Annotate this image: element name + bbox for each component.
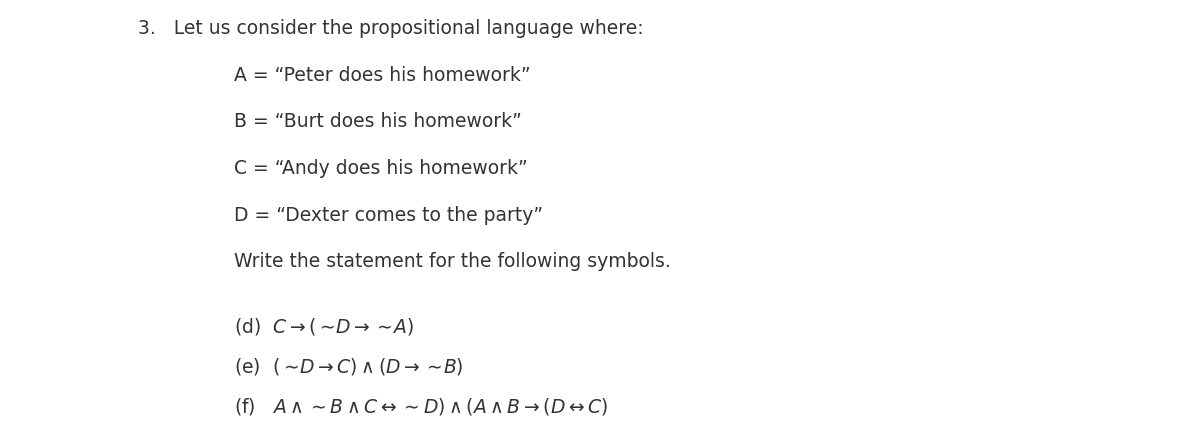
Text: 3.   Let us consider the propositional language where:: 3. Let us consider the propositional lan…	[138, 19, 643, 38]
Text: D = “Dexter comes to the party”: D = “Dexter comes to the party”	[234, 206, 542, 225]
Text: (e)  $(\sim\!D \rightarrow C) \wedge (D \rightarrow \sim\!B)$: (e) $(\sim\!D \rightarrow C) \wedge (D \…	[234, 356, 463, 377]
Text: A = “Peter does his homework”: A = “Peter does his homework”	[234, 66, 530, 85]
Text: B = “Burt does his homework”: B = “Burt does his homework”	[234, 112, 522, 131]
Text: C = “Andy does his homework”: C = “Andy does his homework”	[234, 159, 528, 178]
Text: (d)  $C \rightarrow (\sim\!D \rightarrow \sim\!A)$: (d) $C \rightarrow (\sim\!D \rightarrow …	[234, 316, 414, 337]
Text: (f)   $A \wedge {\sim}B \wedge C \leftrightarrow {\sim}D) \wedge (A \wedge B \ri: (f) $A \wedge {\sim}B \wedge C \leftrigh…	[234, 396, 608, 418]
Text: Write the statement for the following symbols.: Write the statement for the following sy…	[234, 252, 671, 271]
